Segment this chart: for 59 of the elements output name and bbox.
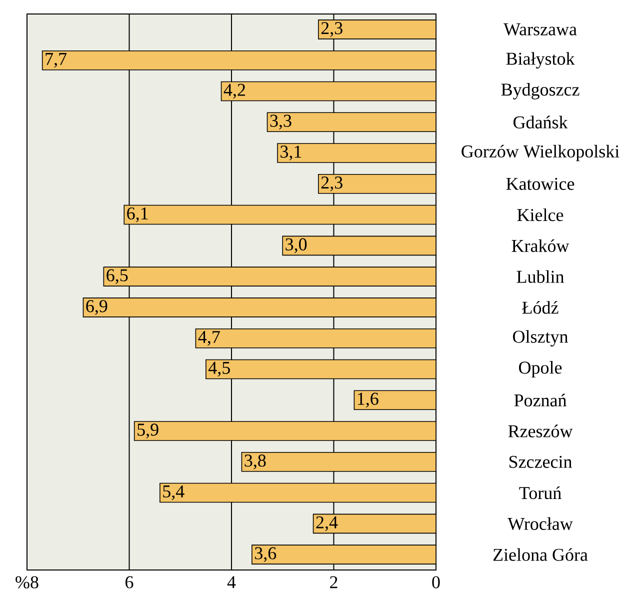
y-tick-label: Kraków [512, 239, 570, 252]
y-tick-label: Wrocław [508, 517, 573, 530]
y-tick-label: Toruń [519, 486, 562, 499]
y-tick-label: Rzeszów [508, 424, 573, 438]
y-tick-label: Katowice [506, 178, 574, 190]
data-label: 6,9 [86, 300, 108, 315]
x-tick-label: 4 [227, 576, 236, 588]
y-tick-label: Olsztyn [513, 330, 568, 346]
data-label: 3,0 [286, 238, 307, 253]
bar [282, 236, 436, 256]
bar [312, 514, 436, 534]
data-label: 3,6 [255, 547, 276, 562]
bar [103, 266, 436, 286]
y-tick-label: Gorzów Wielkopolski [462, 144, 620, 161]
x-tick-label: 6 [126, 576, 134, 588]
bar [318, 174, 436, 194]
y-tick-label: Szczecin [509, 456, 572, 468]
y-tick-label: Lublin [516, 270, 564, 283]
x-tick-label: 2 [330, 576, 338, 588]
bar [354, 390, 436, 410]
bar [318, 19, 436, 40]
bar [124, 204, 436, 224]
y-tick-label: Poznań [514, 394, 566, 406]
data-label: 2,3 [321, 22, 342, 37]
y-tick-label: Łódź [522, 300, 558, 314]
data-label: 4,5 [208, 362, 230, 376]
bar [160, 482, 436, 502]
data-label: 3,3 [270, 114, 292, 130]
bar [241, 452, 436, 472]
x-tick-label: %8 [16, 576, 38, 588]
bar [82, 297, 436, 318]
data-label: 2,3 [321, 176, 342, 192]
bar [266, 112, 436, 132]
y-tick-label: Bydgoszcz [501, 82, 580, 100]
data-label: 1,6 [358, 392, 378, 408]
y-tick-label: Gdańsk [514, 116, 568, 128]
y-tick-label: Kielce [517, 208, 564, 221]
bar [134, 420, 436, 441]
bar [277, 142, 436, 163]
y-tick-label: Zielona Góra [493, 548, 588, 561]
data-label: 3,1 [280, 145, 302, 160]
bar [206, 359, 436, 379]
data-label: 3,8 [244, 454, 266, 470]
data-label: 4,2 [224, 84, 245, 98]
data-label: 6,1 [127, 207, 148, 222]
bar [252, 544, 436, 564]
y-tick-label: Białystok [506, 52, 575, 68]
y-tick-label: Opole [519, 360, 562, 378]
x-tick-label: 0 [432, 576, 440, 588]
data-label: 4,7 [198, 330, 220, 346]
bar [195, 328, 436, 348]
data-label: 7,7 [46, 52, 67, 68]
bar [42, 50, 436, 70]
data-label: 6,5 [106, 269, 128, 284]
y-tick-label: Warszawa [504, 23, 577, 36]
data-label: 5,4 [163, 485, 184, 500]
data-label: 2,4 [316, 516, 338, 531]
bar [220, 81, 436, 101]
data-label: 5,9 [138, 423, 158, 438]
